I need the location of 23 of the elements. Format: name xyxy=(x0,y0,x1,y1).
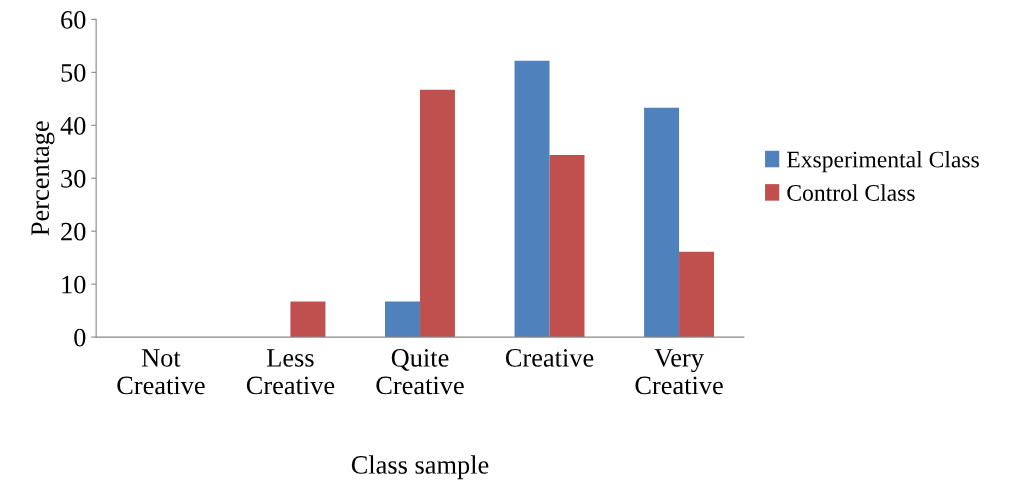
legend-label: Exsperimental Class xyxy=(787,150,979,173)
y-axis-title: Percentage xyxy=(31,121,55,236)
bar xyxy=(419,89,455,338)
x-axis-title: Class sample xyxy=(351,455,489,480)
y-tick-label: 60 xyxy=(61,11,86,29)
y-tick-label: 30 xyxy=(61,169,86,188)
legend-label: Control Class xyxy=(787,184,915,201)
x-tick-label: Creative xyxy=(505,349,594,367)
x-tick-label: Quite Creative xyxy=(376,349,464,395)
x-tick-label: Less Creative xyxy=(246,349,335,395)
bar xyxy=(514,60,550,338)
bar xyxy=(679,251,715,338)
x-tick-label: Very Creative xyxy=(635,349,723,395)
y-tick-label: 20 xyxy=(61,222,86,241)
y-tick-label: 40 xyxy=(60,116,86,135)
bar xyxy=(385,301,420,338)
bar xyxy=(644,107,680,338)
bar xyxy=(549,154,585,338)
bar xyxy=(290,301,326,338)
y-tick-label: 10 xyxy=(62,275,86,294)
y-tick-label: 50 xyxy=(61,63,86,82)
y-tick-label: 0 xyxy=(74,328,86,347)
x-tick-label: Not Creative xyxy=(117,349,205,395)
